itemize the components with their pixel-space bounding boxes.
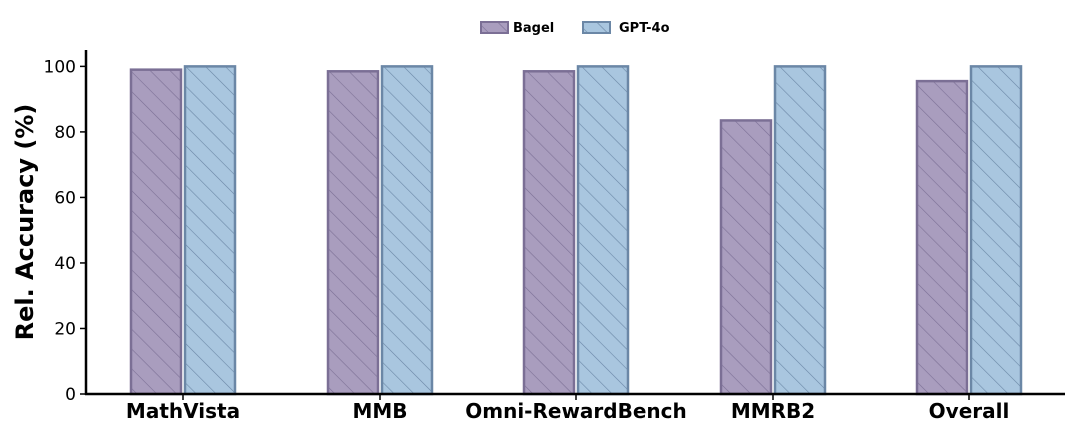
y-tick-label: 0 [65,385,76,405]
bar-bagel-omni-rewardbench [522,70,576,396]
y-tick-label: 40 [54,254,76,274]
x-tick-label: MMRB2 [731,399,815,423]
y-tick-label: 100 [44,57,76,77]
x-tick-label: MMB [352,399,407,423]
legend-label-bagel: Bagel [513,21,554,36]
legend-swatch-gpt-4o [582,21,611,34]
x-axis-ticks: MathVista MMB Omni-RewardBench MMRB2 Overall [126,394,1009,423]
y-tick-label: 20 [54,319,76,339]
bar-gpt-4o-overall [969,65,1023,396]
x-tick-label: MathVista [126,399,240,423]
bar-gpt-4o-omni-rewardbench [576,65,630,396]
x-tick-label: Overall [929,399,1010,423]
y-axis-title: Rel. Accuracy (%) [11,104,39,341]
legend-label-gpt-4o: GPT-4o [619,21,670,36]
y-tick-label: 80 [54,123,76,143]
bars [129,65,1023,396]
bar-bagel-overall [915,79,969,396]
axes [84,50,1065,396]
bar-bagel-mmb [326,70,380,396]
bar-bagel-mmrb2 [719,119,773,396]
bar-gpt-4o-mmrb2 [773,65,827,396]
bar-gpt-4o-mmb [380,65,434,396]
y-axis-ticks: 0 20 40 60 80 100 [44,57,86,405]
y-tick-label: 60 [54,188,76,208]
x-tick-label: Omni-RewardBench [465,399,687,423]
legend: Bagel GPT-4o [480,21,670,36]
legend-swatch-bagel [480,21,509,34]
bar-gpt-4o-mathvista [183,65,237,396]
bar-bagel-mathvista [129,68,183,396]
